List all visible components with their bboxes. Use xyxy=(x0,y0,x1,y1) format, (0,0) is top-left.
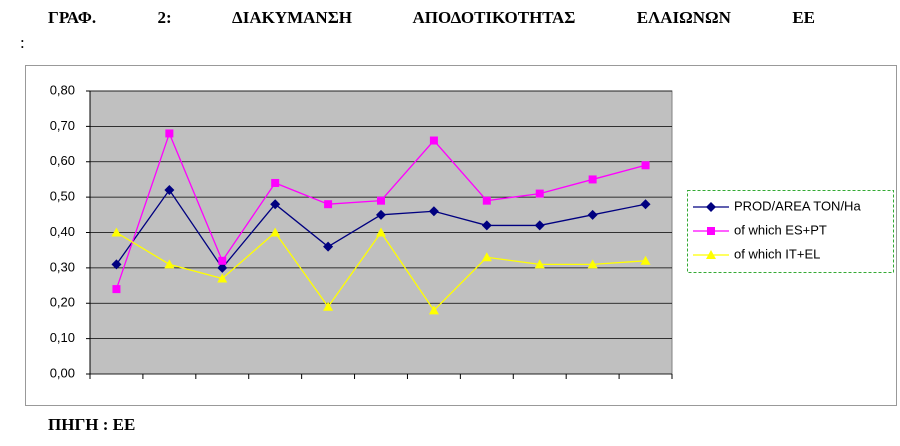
source-note: ΠΗΓΗ : ΕΕ xyxy=(48,415,136,434)
point xyxy=(324,200,333,209)
point xyxy=(165,129,174,138)
legend-label: of which IT+EL xyxy=(734,246,820,261)
point xyxy=(323,301,334,311)
point xyxy=(217,262,228,273)
point xyxy=(111,227,122,237)
legend-label: PROD/AREA TON/Ha xyxy=(734,198,861,213)
point xyxy=(587,259,598,269)
point xyxy=(482,196,491,205)
point xyxy=(481,220,492,231)
y-tick-label: 0,70 xyxy=(50,118,75,133)
point xyxy=(640,255,651,265)
point xyxy=(112,285,121,294)
point xyxy=(481,252,492,262)
point xyxy=(164,185,175,196)
y-tick-label: 0,10 xyxy=(50,330,75,345)
chart-title: ΓΡΑΦ. 2: ΔΙΑΚΥΜΑΝΣΗ ΑΠΟΔΟΤΙΚΟΤΗΤΑΣ ΕΛΑΙΩ… xyxy=(48,8,815,27)
y-tick-label: 0,50 xyxy=(50,189,75,204)
legend-marker xyxy=(706,202,716,212)
point xyxy=(535,189,544,198)
y-tick-label: 0,60 xyxy=(50,153,75,168)
point xyxy=(587,209,598,220)
point xyxy=(271,178,280,187)
point xyxy=(640,199,651,210)
point xyxy=(217,273,228,283)
legend-label: of which ES+PT xyxy=(734,222,827,237)
point xyxy=(588,175,597,184)
y-tick-label: 0,80 xyxy=(50,82,75,97)
y-tick-label: 0,20 xyxy=(50,295,75,310)
legend-marker xyxy=(706,250,716,259)
chart: 0,00 0,10 0,20 0,30 0,40 0,50 0,60 0,70 0,80 PROD… xyxy=(25,65,897,406)
point xyxy=(377,196,385,205)
point xyxy=(376,209,386,220)
title-end: : xyxy=(20,33,25,52)
legend-marker xyxy=(707,227,715,235)
point xyxy=(323,241,334,252)
point xyxy=(218,256,227,265)
y-tick-label: 0,30 xyxy=(50,259,75,274)
point xyxy=(641,161,650,170)
y-tick-label: 0,40 xyxy=(50,224,75,239)
point xyxy=(270,199,281,210)
point xyxy=(534,220,545,231)
point xyxy=(164,259,175,269)
point xyxy=(534,259,545,269)
point xyxy=(111,259,122,270)
y-tick-label: 0,00 xyxy=(50,365,75,380)
point xyxy=(428,305,439,315)
point xyxy=(428,206,439,217)
point xyxy=(429,136,438,145)
point xyxy=(270,227,281,237)
point xyxy=(376,227,386,237)
